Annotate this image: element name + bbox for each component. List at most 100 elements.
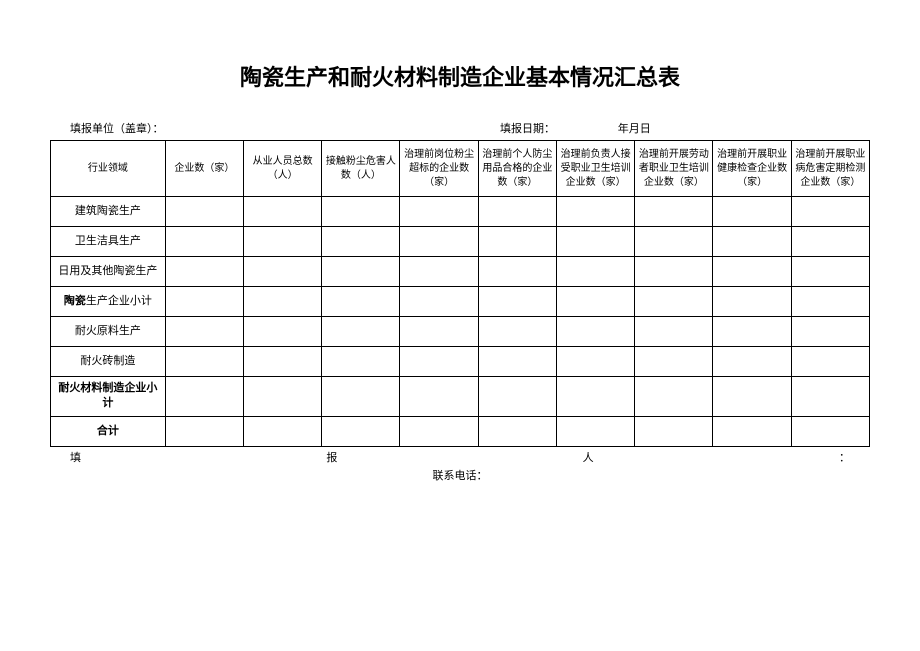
col-header: 治理前岗位粉尘超标的企业数（家） — [400, 141, 478, 197]
cell — [243, 377, 321, 417]
cell — [478, 317, 556, 347]
cell — [400, 416, 478, 446]
cell — [791, 227, 869, 257]
date-value: 年月日 — [618, 123, 651, 135]
cell — [478, 197, 556, 227]
cell — [635, 347, 713, 377]
footer-reporter: 填 报 人 ： — [50, 449, 870, 465]
cell — [322, 416, 400, 446]
cell — [243, 287, 321, 317]
cell — [322, 227, 400, 257]
col-header: 治理前开展劳动者职业卫生培训企业数（家） — [635, 141, 713, 197]
table-row: 建筑陶瓷生产 — [51, 197, 870, 227]
cell — [791, 377, 869, 417]
row-label: 耐火砖制造 — [51, 347, 166, 377]
cell — [478, 287, 556, 317]
col-header: 从业人员总数（人） — [243, 141, 321, 197]
cell — [322, 197, 400, 227]
col-header: 治理前开展职业健康检查企业数（家） — [713, 141, 791, 197]
cell — [322, 317, 400, 347]
date-label: 填报日期： — [500, 123, 555, 135]
cell — [243, 257, 321, 287]
cell — [713, 197, 791, 227]
cell — [243, 347, 321, 377]
cell — [400, 317, 478, 347]
cell — [556, 257, 634, 287]
cell — [400, 257, 478, 287]
cell — [400, 287, 478, 317]
col-header: 行业领域 — [51, 141, 166, 197]
cell — [713, 287, 791, 317]
cell — [165, 416, 243, 446]
unit-label: 填报单位（盖章）： — [70, 123, 164, 135]
cell — [791, 317, 869, 347]
row-label: 合计 — [51, 416, 166, 446]
summary-table: 行业领域 企业数（家） 从业人员总数（人） 接触粉尘危害人数（人） 治理前岗位粉… — [50, 140, 870, 447]
cell — [165, 257, 243, 287]
cell — [165, 317, 243, 347]
cell — [165, 377, 243, 417]
cell — [713, 227, 791, 257]
cell — [243, 227, 321, 257]
cell — [243, 197, 321, 227]
footer-char: 人 — [583, 449, 594, 465]
cell — [713, 317, 791, 347]
row-label: 建筑陶瓷生产 — [51, 197, 166, 227]
row-label: 耐火材料制造企业小计 — [51, 377, 166, 417]
cell — [791, 257, 869, 287]
row-label: 耐火原料生产 — [51, 317, 166, 347]
cell — [635, 257, 713, 287]
footer-char: 报 — [326, 449, 337, 465]
cell — [556, 347, 634, 377]
table-header-row: 行业领域 企业数（家） 从业人员总数（人） 接触粉尘危害人数（人） 治理前岗位粉… — [51, 141, 870, 197]
cell — [635, 377, 713, 417]
cell — [478, 377, 556, 417]
cell — [556, 416, 634, 446]
cell — [635, 197, 713, 227]
cell — [556, 227, 634, 257]
cell — [791, 416, 869, 446]
table-row-total: 合计 — [51, 416, 870, 446]
cell — [713, 377, 791, 417]
cell — [165, 347, 243, 377]
table-row: 日用及其他陶瓷生产 — [51, 257, 870, 287]
cell — [400, 377, 478, 417]
cell — [791, 197, 869, 227]
cell — [400, 197, 478, 227]
row-label: 陶瓷生产企业小计 — [51, 287, 166, 317]
meta-row: 填报单位（盖章）： 填报日期： 年月日 — [50, 120, 870, 136]
cell — [322, 377, 400, 417]
col-header: 治理前负责人接受职业卫生培训企业数（家） — [556, 141, 634, 197]
cell — [165, 227, 243, 257]
cell — [556, 197, 634, 227]
footer-phone: 联系电话： — [50, 467, 870, 483]
page-title: 陶瓷生产和耐火材料制造企业基本情况汇总表 — [50, 60, 870, 92]
table-row-subtotal: 耐火材料制造企业小计 — [51, 377, 870, 417]
col-header: 治理前个人防尘用品合格的企业数（家） — [478, 141, 556, 197]
cell — [165, 197, 243, 227]
cell — [635, 416, 713, 446]
cell — [478, 227, 556, 257]
cell — [713, 416, 791, 446]
cell — [478, 347, 556, 377]
col-header: 治理前开展职业病危害定期检测企业数（家） — [791, 141, 869, 197]
cell — [635, 287, 713, 317]
col-header: 接触粉尘危害人数（人） — [322, 141, 400, 197]
cell — [556, 317, 634, 347]
table-row-subtotal: 陶瓷生产企业小计 — [51, 287, 870, 317]
table-body: 建筑陶瓷生产 卫生洁具生产 日用及其他陶瓷生产 陶瓷生产企业小计 耐火原料生产 — [51, 197, 870, 447]
footer-char: ： — [839, 449, 850, 465]
cell — [322, 257, 400, 287]
cell — [635, 317, 713, 347]
cell — [243, 317, 321, 347]
table-row: 卫生洁具生产 — [51, 227, 870, 257]
cell — [322, 287, 400, 317]
cell — [556, 287, 634, 317]
cell — [478, 416, 556, 446]
row-label: 日用及其他陶瓷生产 — [51, 257, 166, 287]
cell — [478, 257, 556, 287]
footer-char: 填 — [70, 449, 81, 465]
cell — [556, 377, 634, 417]
cell — [791, 347, 869, 377]
table-row: 耐火砖制造 — [51, 347, 870, 377]
